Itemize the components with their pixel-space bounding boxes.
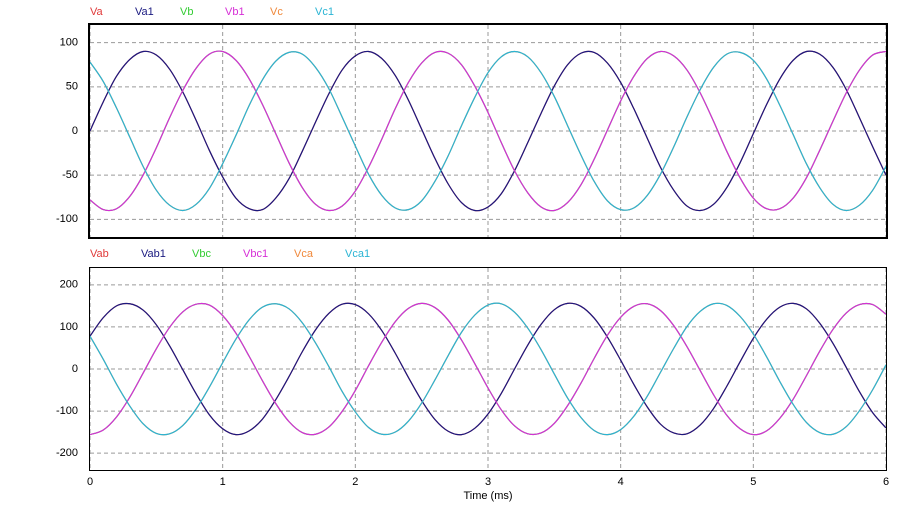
y-tick-label: -100 [56, 405, 78, 417]
y-tick-label: 0 [72, 363, 78, 375]
y-tick-label: 100 [60, 37, 78, 49]
x-tick-label: 4 [618, 476, 624, 488]
waveform [90, 302, 886, 436]
x-axis-label: Time (ms) [463, 490, 512, 502]
legend-entry: Vab [90, 248, 109, 260]
legend-entry: Vb [180, 6, 193, 18]
legend-entry: Vbc [192, 248, 211, 260]
y-tick-label: -100 [56, 213, 78, 225]
waveforms [90, 302, 886, 436]
plot-frame [89, 267, 887, 471]
waveform [90, 302, 886, 436]
legend-entry: Vca1 [345, 248, 370, 260]
legend-entry: Va [90, 6, 104, 18]
legend-entry: Vca [294, 248, 314, 260]
legend-entry: Vb1 [225, 6, 245, 18]
y-tick-label: 200 [60, 279, 78, 291]
y-tick-label: -50 [62, 169, 78, 181]
waveforms [90, 50, 886, 212]
y-tick-label: 0 [72, 125, 78, 137]
waveform [90, 50, 886, 212]
x-tick-label: 5 [750, 476, 756, 488]
x-tick-label: 6 [883, 476, 889, 488]
x-tick-label: 3 [485, 476, 491, 488]
plot-frame [88, 23, 888, 239]
legend-entry: Vab1 [141, 248, 166, 260]
x-tick-label: 1 [220, 476, 226, 488]
y-tick-label: -200 [56, 447, 78, 459]
legend-entry: Vc1 [315, 6, 334, 18]
waveform [90, 50, 886, 212]
y-tick-label: 50 [66, 81, 78, 93]
legend-entry: Vc [270, 6, 283, 18]
legend-entry: Va1 [135, 6, 154, 18]
waveform [90, 302, 886, 436]
waveform [90, 50, 886, 212]
x-tick-label: 0 [87, 476, 93, 488]
y-tick-label: 100 [60, 321, 78, 333]
x-tick-label: 2 [352, 476, 358, 488]
legend-entry: Vbc1 [243, 248, 268, 260]
